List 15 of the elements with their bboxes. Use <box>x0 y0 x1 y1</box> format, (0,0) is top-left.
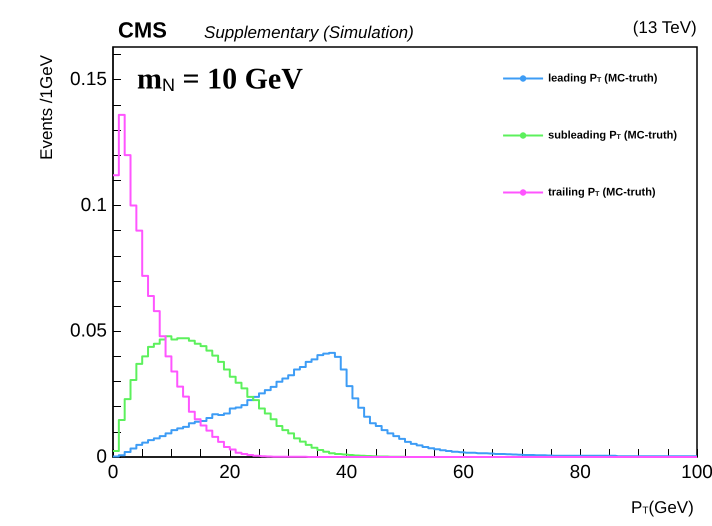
y-axis-title: Events /1GeV <box>37 54 56 160</box>
x-tick-label: 80 <box>570 462 591 483</box>
chart-title: CMS <box>118 18 167 42</box>
x-tick-label: 60 <box>452 462 474 483</box>
x-tick-label: 40 <box>336 462 358 483</box>
y-tick-label: 0.15 <box>70 69 107 90</box>
text: (13 TeV) <box>632 18 697 37</box>
x-axis-title: PT(GeV) <box>631 498 694 517</box>
y-tick-label: 0.05 <box>70 320 107 342</box>
y-tick-label: 0.1 <box>80 194 107 216</box>
annotation: mN = 10 GeV <box>137 62 304 96</box>
chart-subtitle: Supplementary (Simulation) <box>204 23 414 42</box>
x-tick-label: 20 <box>219 462 240 483</box>
x-tick-label: 100 <box>681 462 712 483</box>
y-tick-label: 0 <box>96 446 107 468</box>
